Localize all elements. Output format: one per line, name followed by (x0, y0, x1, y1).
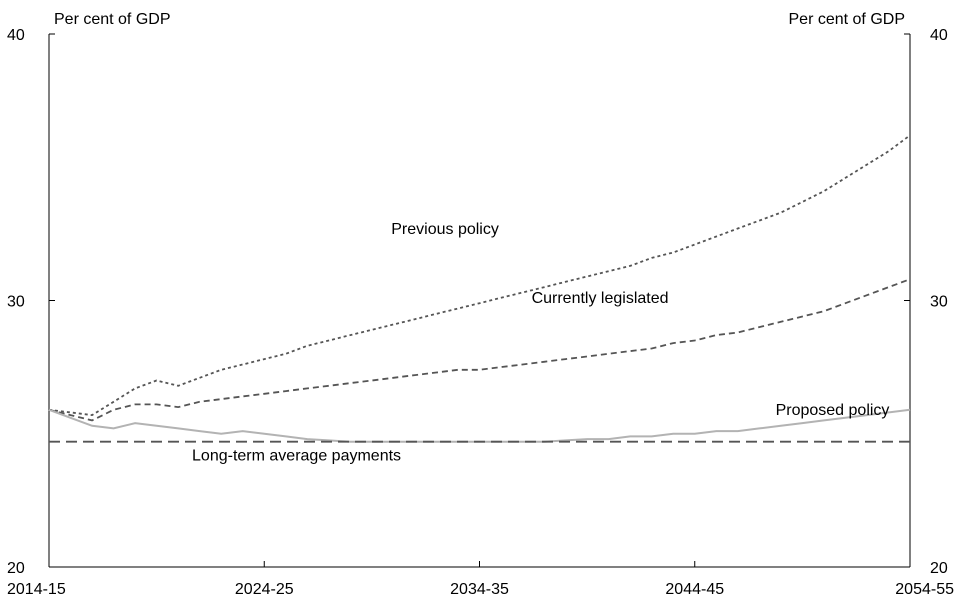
y-tick-label-left: 30 (7, 294, 25, 311)
series-layer (48, 134, 911, 443)
x-tick-label: 2034-35 (450, 581, 509, 598)
x-tick-label: 2014-15 (7, 581, 66, 598)
series-line-previous-policy (48, 134, 911, 417)
x-tick-label: 2044-45 (665, 581, 724, 598)
tick-labels: 20 20 30 30 40 40 2014-15 2024-25 2034-35 2044-45… (7, 27, 954, 598)
annotation-previous-policy: Previous policy (391, 221, 499, 238)
axis-ticks (48, 33, 911, 568)
annotation-proposed-policy: Proposed policy (776, 402, 890, 419)
y-unit-right-label: Per cent of GDP (789, 11, 906, 28)
x-tick-label: 2054-55 (895, 581, 954, 598)
y-tick-label-right: 20 (930, 560, 948, 577)
annotation-long-term-average-payments: Long-term average payments (192, 447, 401, 464)
y-tick-label-left: 40 (7, 27, 25, 44)
annotations: Previous policy Currently legislated Propo… (192, 221, 889, 465)
chart-axes (48, 34, 911, 568)
annotation-currently-legislated: Currently legislated (532, 290, 669, 307)
y-tick-label-right: 40 (930, 27, 948, 44)
y-tick-label-right: 30 (930, 294, 948, 311)
x-tick-label: 2024-25 (235, 581, 294, 598)
series-line-currently-legislated (48, 278, 911, 422)
y-tick-label-left: 20 (7, 560, 25, 577)
y-unit-left-label: Per cent of GDP (54, 11, 171, 28)
